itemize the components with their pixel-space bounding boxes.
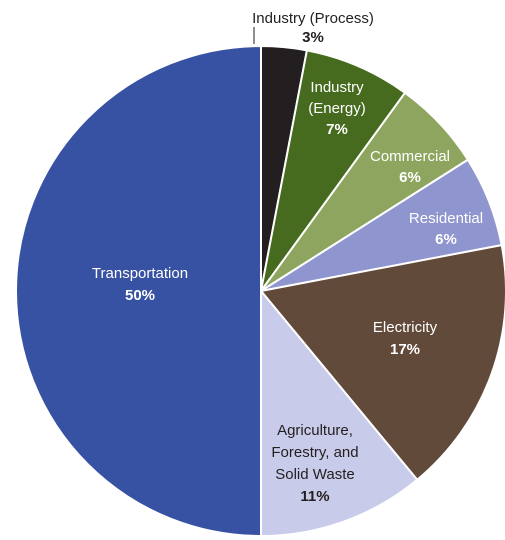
pie-slices	[15, 44, 505, 538]
slice-label-industry-process: Industry (Process) 3%	[252, 10, 374, 46]
slice-label-commercial: Commercial 6%	[370, 148, 450, 186]
slice-label-residential: Residential 6%	[409, 210, 483, 248]
slice-labels: Industry (Process) 3% Industry (Energy) 7%Co…	[92, 10, 483, 505]
slice-label-industry-energy: Industry (Energy) 7%	[308, 79, 366, 138]
pie-slice-industry-energy	[260, 49, 407, 292]
slice-label-transportation: Transportation 50%	[92, 265, 188, 304]
pie-slice-transportation	[15, 44, 262, 538]
pie-slice-agriculture-forestry-and-solid-waste	[260, 288, 419, 538]
slice-label-electricity: Electricity 17%	[373, 319, 438, 358]
slice-label-agriculture-forestry-and-solid-waste: Agriculture, Forestry, and Solid Waste 11%	[271, 422, 358, 505]
pie-slice-electricity	[259, 243, 505, 482]
